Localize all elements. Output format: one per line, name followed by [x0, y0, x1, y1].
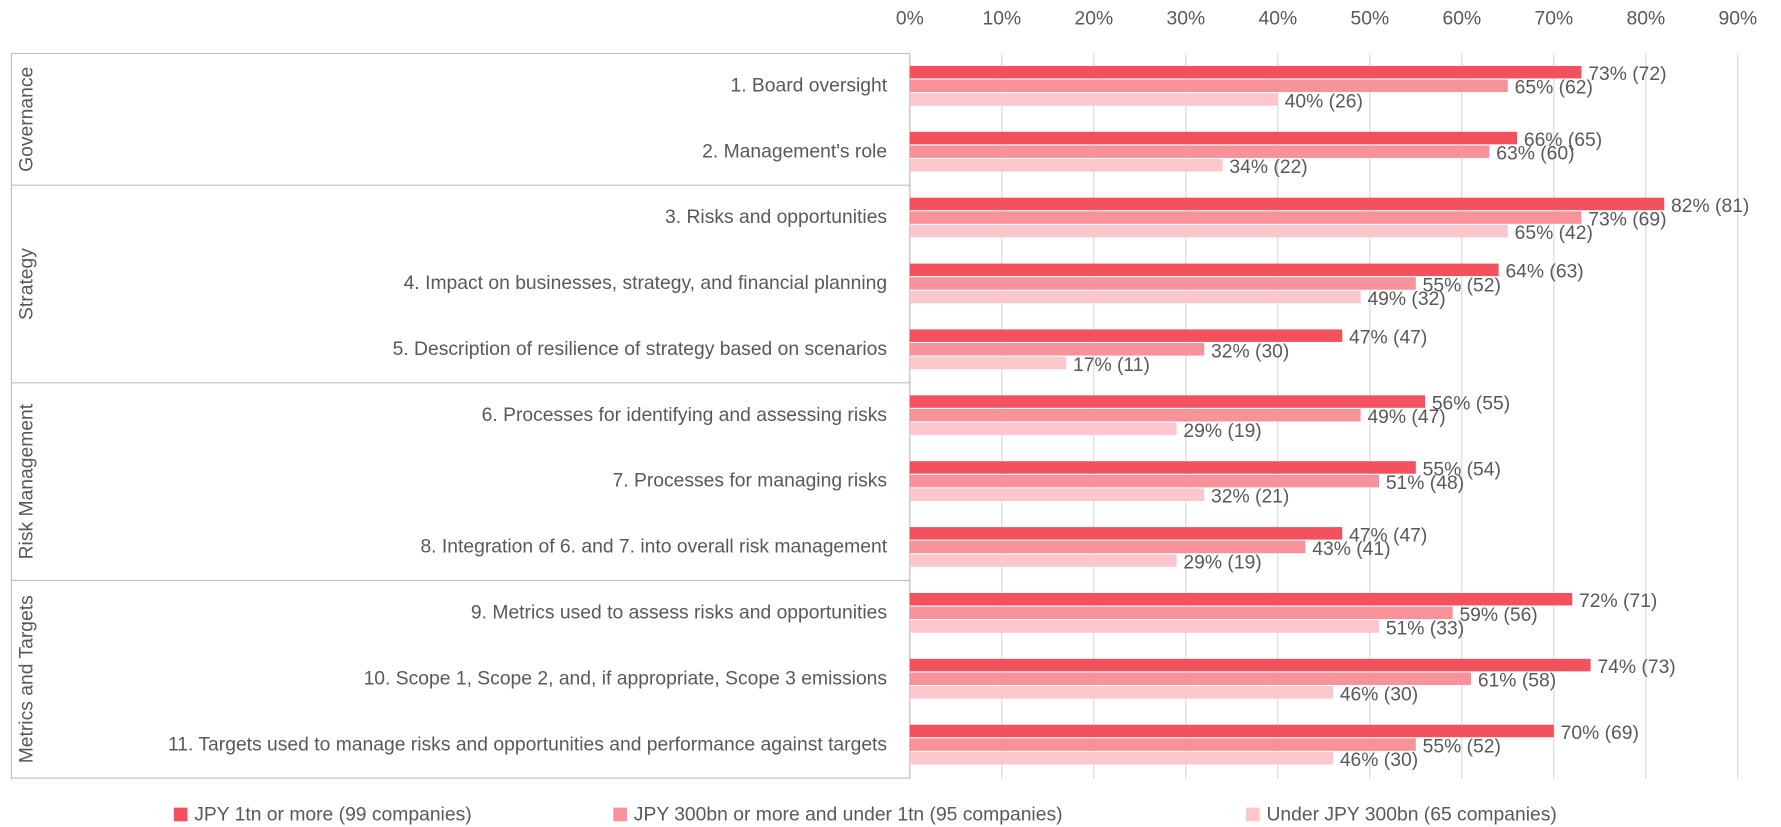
value-label: 32% (21) — [1211, 487, 1289, 508]
value-label: 51% (48) — [1386, 473, 1464, 494]
x-tick-label: 0% — [896, 8, 924, 29]
value-label: 55% (52) — [1423, 275, 1501, 296]
bar — [909, 751, 1334, 765]
category-label: 10. Scope 1, Scope 2, and, if appropriat… — [364, 668, 887, 689]
value-label: 47% (47) — [1349, 525, 1427, 546]
value-label: 74% (73) — [1597, 657, 1675, 678]
bar — [909, 540, 1306, 554]
bar — [909, 65, 1582, 79]
value-label: 64% (63) — [1505, 262, 1583, 283]
x-tick-label: 40% — [1259, 8, 1298, 29]
value-label: 55% (54) — [1423, 459, 1501, 480]
x-tick-label: 90% — [1719, 8, 1758, 29]
value-label: 43% (41) — [1312, 539, 1390, 560]
bar — [909, 290, 1361, 304]
value-label: 46% (30) — [1340, 684, 1418, 705]
bar — [909, 461, 1416, 474]
bar — [909, 620, 1380, 633]
value-label: 72% (71) — [1579, 591, 1657, 612]
x-tick-label: 10% — [982, 8, 1021, 29]
legend-swatch — [613, 807, 627, 822]
value-label: 82% (81) — [1671, 196, 1749, 217]
bar — [909, 672, 1472, 685]
bar — [909, 131, 1518, 145]
bar — [909, 329, 1343, 342]
value-label: 73% (69) — [1588, 210, 1666, 231]
value-label: 34% (22) — [1229, 157, 1307, 178]
category-label: 6. Processes for identifying and assessi… — [482, 405, 887, 426]
bar — [909, 211, 1582, 224]
category-label: 4. Impact on businesses, strategy, and f… — [404, 273, 887, 294]
value-label: 55% (52) — [1423, 737, 1501, 758]
group-label: Metrics and Targets — [16, 595, 37, 763]
group-label: Risk Management — [16, 403, 37, 559]
value-label: 56% (55) — [1432, 394, 1510, 415]
category-label: 11. Targets used to manage risks and opp… — [168, 734, 887, 755]
bar — [909, 724, 1554, 738]
bar — [909, 422, 1177, 436]
bar — [909, 263, 1499, 277]
value-label: 46% (30) — [1340, 750, 1418, 771]
value-label: 73% (72) — [1588, 64, 1666, 85]
category-label: 1. Board oversight — [730, 75, 887, 96]
x-tick-label: 50% — [1351, 8, 1390, 29]
category-label: 3. Risks and opportunities — [665, 207, 887, 228]
value-label: 61% (58) — [1478, 671, 1556, 692]
value-label: 49% (32) — [1367, 289, 1445, 310]
bar — [909, 224, 1508, 238]
legend-label: JPY 1tn or more (99 companies) — [194, 805, 471, 826]
legend-swatch — [1246, 807, 1260, 822]
bar — [909, 554, 1177, 567]
bar — [909, 488, 1205, 501]
category-label: 8. Integration of 6. and 7. into overall… — [420, 537, 887, 558]
bar — [909, 79, 1508, 93]
group-label: Strategy — [16, 248, 37, 320]
value-label: 65% (42) — [1515, 223, 1593, 244]
legend-swatch — [173, 807, 188, 822]
value-label: 59% (56) — [1459, 605, 1537, 626]
bar — [909, 527, 1343, 540]
value-label: 32% (30) — [1211, 341, 1289, 362]
x-tick-label: 20% — [1075, 8, 1114, 29]
x-tick-label: 70% — [1535, 8, 1574, 29]
value-label: 17% (11) — [1073, 355, 1150, 376]
value-label: 29% (19) — [1183, 553, 1261, 574]
bar — [909, 93, 1278, 106]
bar — [909, 592, 1573, 606]
bar — [909, 738, 1416, 751]
category-label: 7. Processes for managing risks — [613, 471, 888, 492]
bar — [909, 606, 1453, 620]
category-label: 2. Management's role — [702, 141, 887, 162]
value-label: 51% (33) — [1386, 618, 1464, 639]
bar — [909, 474, 1380, 488]
bar — [909, 408, 1361, 422]
value-label: 63% (60) — [1496, 144, 1574, 165]
legend-label: Under JPY 300bn (65 companies) — [1266, 805, 1556, 826]
value-label: 66% (65) — [1524, 130, 1602, 151]
bar — [909, 686, 1334, 699]
group-label: Governance — [16, 67, 37, 172]
value-label: 70% (69) — [1561, 723, 1639, 744]
bar — [909, 197, 1665, 211]
bar — [909, 159, 1223, 172]
value-label: 49% (47) — [1367, 407, 1445, 428]
legend-label: JPY 300bn or more and under 1tn (95 comp… — [634, 805, 1063, 826]
bar — [909, 277, 1416, 290]
value-label: 47% (47) — [1349, 328, 1427, 349]
x-tick-label: 60% — [1443, 8, 1482, 29]
value-label: 29% (19) — [1183, 421, 1261, 442]
bar — [909, 658, 1591, 672]
category-label: 9. Metrics used to assess risks and oppo… — [471, 603, 887, 624]
value-label: 65% (62) — [1515, 78, 1593, 99]
bar — [909, 356, 1067, 370]
bar — [909, 395, 1426, 408]
x-tick-label: 80% — [1627, 8, 1666, 29]
bar — [909, 343, 1205, 356]
bar — [909, 145, 1490, 158]
category-label: 5. Description of resilience of strategy… — [393, 339, 887, 360]
value-label: 40% (26) — [1285, 91, 1363, 112]
x-tick-label: 30% — [1167, 8, 1206, 29]
